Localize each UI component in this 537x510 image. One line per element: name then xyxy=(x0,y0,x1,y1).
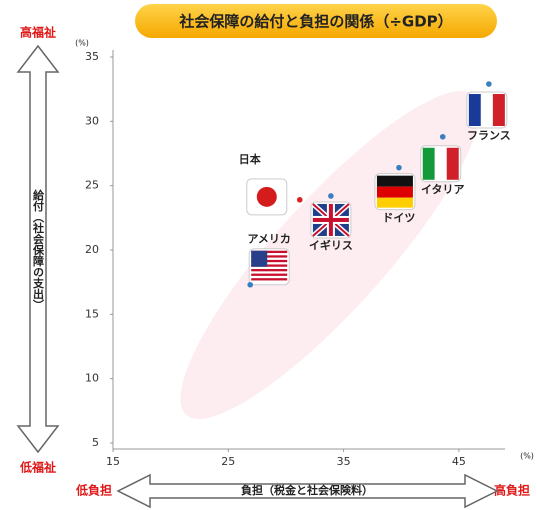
y-tick-label: 20 xyxy=(85,243,99,256)
flag-part xyxy=(376,175,413,187)
y-tick-label: 25 xyxy=(85,179,99,192)
y-tick-label: 35 xyxy=(85,50,99,63)
point-label: フランス xyxy=(467,129,511,142)
y-tick-label: 5 xyxy=(92,436,99,449)
chart-title: 社会保障の給付と負担の関係（÷GDP） xyxy=(178,13,452,31)
x-arrow xyxy=(116,473,499,509)
high-welfare: 高福祉 xyxy=(20,25,56,40)
low-welfare: 低福祉 xyxy=(19,460,56,475)
y-axis-label: 給付（社会保障の支出） xyxy=(32,188,46,310)
flag-icon xyxy=(248,248,290,286)
x-tick-label: 35 xyxy=(337,455,351,468)
y-tick-label: 15 xyxy=(85,307,99,320)
x-tick-label: 15 xyxy=(106,455,120,468)
flag-icon xyxy=(374,173,416,211)
data-point xyxy=(247,281,253,288)
x-tick-label: 25 xyxy=(221,455,235,468)
flag-icon xyxy=(246,178,288,216)
flag-part xyxy=(480,94,493,127)
low-burden: 低負担 xyxy=(75,483,112,498)
flag-part xyxy=(251,250,268,267)
y-tick-label: 10 xyxy=(85,372,99,385)
flag-part xyxy=(492,94,505,127)
flag-icon xyxy=(466,91,508,129)
flag-part xyxy=(251,273,288,276)
high-burden: 高負担 xyxy=(494,483,530,498)
x-tick-label: 45 xyxy=(452,455,466,468)
flag-part xyxy=(376,197,413,208)
flag-part xyxy=(251,255,288,258)
point-label: イタリア xyxy=(421,183,465,196)
flag-part xyxy=(468,94,481,127)
flag-part xyxy=(251,278,288,281)
point-label: アメリカ xyxy=(247,233,290,246)
flag-part xyxy=(434,147,447,180)
flag-part xyxy=(251,250,288,254)
point-label: ドイツ xyxy=(382,212,415,225)
trend-band xyxy=(180,91,480,419)
title-banner xyxy=(135,4,497,38)
data-point xyxy=(296,197,303,203)
flag-part xyxy=(376,186,413,198)
data-point xyxy=(396,164,402,171)
flag-icon xyxy=(420,145,462,183)
flag-part xyxy=(251,269,288,272)
y-tick-label: 30 xyxy=(85,114,99,127)
point-label: 日本 xyxy=(239,152,261,166)
data-point xyxy=(328,193,334,199)
flag-part xyxy=(251,264,288,267)
flag-part xyxy=(446,147,459,180)
flag-part xyxy=(256,186,277,207)
data-point xyxy=(439,133,446,140)
y-arrow xyxy=(16,44,60,454)
x-unit: (%) xyxy=(520,452,534,461)
flag-part xyxy=(251,259,288,263)
y-unit: (%) xyxy=(75,39,89,48)
flag-icon xyxy=(310,201,352,239)
x-axis-label: 負担（税金と社会保険料） xyxy=(241,483,373,497)
point-label: イギリス xyxy=(309,238,353,252)
flag-part xyxy=(422,147,435,180)
data-point xyxy=(486,81,492,87)
flag-part xyxy=(312,217,349,222)
